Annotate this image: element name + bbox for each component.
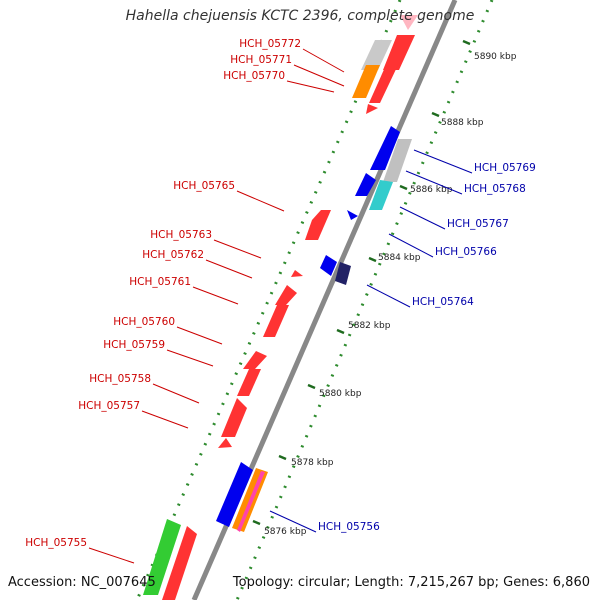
- map-title: Hahella chejuensis KCTC 2396, complete g…: [125, 8, 475, 24]
- gene-label-leader: [205, 259, 253, 279]
- gene-label[interactable]: HCH_05759: [103, 339, 165, 351]
- gene-hch-05770-b[interactable]: [366, 104, 378, 114]
- genome-summary: Topology: circular; Length: 7,215,267 bp…: [232, 575, 590, 590]
- gene-hch-05765[interactable]: [305, 210, 331, 240]
- gene-label-leader: [213, 239, 262, 259]
- gene-hch-05772-b[interactable]: [383, 35, 415, 70]
- gene-hch-05762[interactable]: [275, 285, 297, 305]
- gene-hch-05764-b[interactable]: [335, 262, 351, 285]
- gene-hch-05767[interactable]: [369, 180, 393, 210]
- gene-label[interactable]: HCH_05756: [318, 521, 380, 533]
- gene-label[interactable]: HCH_05763: [150, 229, 212, 241]
- gene-label[interactable]: HCH_05760: [113, 316, 175, 328]
- gene-label[interactable]: HCH_05769: [474, 162, 536, 174]
- gene-hch-05768[interactable]: [355, 173, 376, 196]
- scale-tick: [278, 454, 287, 461]
- gene-hch-05766[interactable]: [347, 210, 358, 220]
- gene-hch-05764[interactable]: [320, 255, 337, 276]
- gene-hch-05755-b[interactable]: [162, 526, 197, 600]
- gene-hch-05756-c[interactable]: [237, 471, 265, 532]
- scale-tick: [336, 328, 345, 335]
- gene-label-leader: [192, 286, 239, 305]
- scale-ticks: 5890 kbp 5888 kbp 5886 kbp 5884 kbp 5882 kbp…: [252, 39, 517, 537]
- accession-text: Accession: NC_007645: [8, 575, 156, 590]
- reverse-genes: [216, 15, 418, 532]
- scale-label: 5886 kbp: [410, 185, 453, 195]
- gene-label-leader: [302, 48, 345, 73]
- gene-hch-05760[interactable]: [243, 351, 267, 369]
- gene-label-leader: [293, 64, 345, 87]
- forward-genes: [143, 35, 415, 600]
- gene-hch-05769-b[interactable]: [383, 139, 412, 182]
- gene-label[interactable]: HCH_05767: [447, 218, 509, 230]
- scale-label: 5890 kbp: [474, 52, 517, 62]
- scale-label: 5876 kbp: [264, 527, 307, 537]
- gene-hch-05758[interactable]: [221, 398, 247, 437]
- gene-label-leader: [152, 383, 200, 404]
- gene-label[interactable]: HCH_05766: [435, 246, 497, 258]
- gene-label[interactable]: HCH_05758: [89, 373, 151, 385]
- gene-label-leader: [176, 326, 223, 345]
- scale-tick: [307, 383, 316, 390]
- gene-hch-05770[interactable]: [369, 65, 398, 103]
- gene-label-leader: [399, 206, 446, 230]
- gene-label[interactable]: HCH_05762: [142, 249, 204, 261]
- gene-label-leader: [166, 349, 214, 367]
- gene-top-rev[interactable]: [400, 15, 418, 30]
- gene-label-leader: [88, 547, 135, 564]
- gene-label[interactable]: HCH_05765: [173, 180, 235, 192]
- gene-label-leader: [388, 233, 434, 258]
- gene-label-leader: [405, 170, 463, 195]
- gene-hch-05759[interactable]: [237, 369, 261, 396]
- gene-hch-05763[interactable]: [291, 270, 303, 277]
- gene-labels: HCH_05772 HCH_05771 HCH_05770 HCH_05765 HCH_…: [25, 38, 536, 564]
- gene-label-leader: [413, 149, 473, 174]
- gene-label[interactable]: HCH_05764: [412, 296, 474, 308]
- gene-label[interactable]: HCH_05761: [129, 276, 191, 288]
- scale-tick: [252, 519, 261, 526]
- gene-label-leader: [236, 190, 285, 212]
- gene-label-leader: [366, 284, 411, 308]
- gene-label[interactable]: HCH_05757: [78, 400, 140, 412]
- gene-label-leader: [286, 80, 335, 93]
- gene-hch-05755[interactable]: [143, 519, 181, 595]
- gene-label[interactable]: HCH_05768: [464, 183, 526, 195]
- gene-hch-05772[interactable]: [361, 40, 392, 70]
- scale-label: 5878 kbp: [291, 458, 334, 468]
- gene-hch-05757[interactable]: [218, 438, 232, 448]
- gene-hch-05771[interactable]: [352, 65, 380, 98]
- gene-label[interactable]: HCH_05772: [239, 38, 301, 50]
- scale-label: 5884 kbp: [378, 253, 421, 263]
- gene-label-leader: [269, 510, 317, 533]
- gene-label[interactable]: HCH_05771: [230, 54, 292, 66]
- scale-tick: [368, 256, 377, 263]
- scale-label: 5880 kbp: [319, 389, 362, 399]
- gene-hch-05756[interactable]: [216, 462, 253, 527]
- scale-tick: [431, 111, 440, 118]
- gene-label-leader: [141, 410, 189, 429]
- scale-tick: [462, 39, 471, 46]
- scale-label: 5888 kbp: [441, 118, 484, 128]
- scale-tick: [399, 184, 408, 191]
- gene-label[interactable]: HCH_05770: [223, 70, 285, 82]
- gene-hch-05769[interactable]: [370, 126, 400, 170]
- scale-label: 5882 kbp: [348, 321, 391, 331]
- gene-hch-05761[interactable]: [263, 305, 289, 337]
- gene-label[interactable]: HCH_05755: [25, 537, 87, 549]
